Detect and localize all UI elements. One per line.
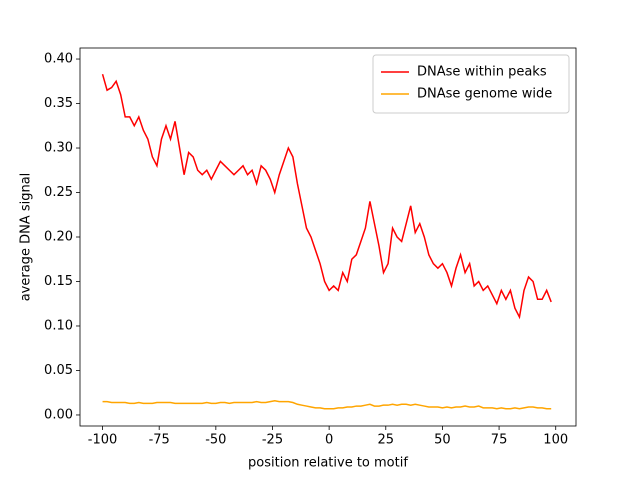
x-tick-label: 25 [378, 433, 395, 448]
x-tick-label: -25 [262, 433, 283, 448]
legend-label: DNAse genome wide [417, 87, 552, 102]
x-tick-label: -75 [149, 433, 170, 448]
y-tick-label: 0.30 [44, 141, 73, 156]
data-line [101, 73, 552, 320]
legend-box [372, 54, 570, 114]
y-tick-label: 0.05 [44, 363, 73, 378]
legend: DNAse within peaks DNAse genome wide [372, 54, 570, 114]
y-tick-label: 0.10 [44, 318, 73, 333]
x-axis-label: position relative to motif [248, 456, 408, 471]
y-axis-label: average DNA signal [19, 173, 34, 302]
data-line [102, 399, 552, 410]
x-tick-label: 100 [543, 433, 568, 448]
y-tick-label: 0.35 [44, 96, 73, 111]
x-tick-label: 0 [325, 433, 333, 448]
y-tick-label: 0.00 [44, 407, 73, 422]
y-tick-label: 0.20 [44, 230, 73, 245]
x-tick-label: 50 [434, 433, 451, 448]
x-tick-label: -100 [88, 433, 118, 448]
y-tick-label: 0.15 [44, 274, 73, 289]
x-tick-label: -50 [205, 433, 226, 448]
y-tick-label: 0.25 [44, 185, 73, 200]
plot-frame [79, 47, 577, 427]
legend-label: DNAse within peaks [417, 65, 547, 80]
x-tick-label: 75 [491, 433, 508, 448]
y-tick-label: 0.40 [44, 52, 73, 67]
